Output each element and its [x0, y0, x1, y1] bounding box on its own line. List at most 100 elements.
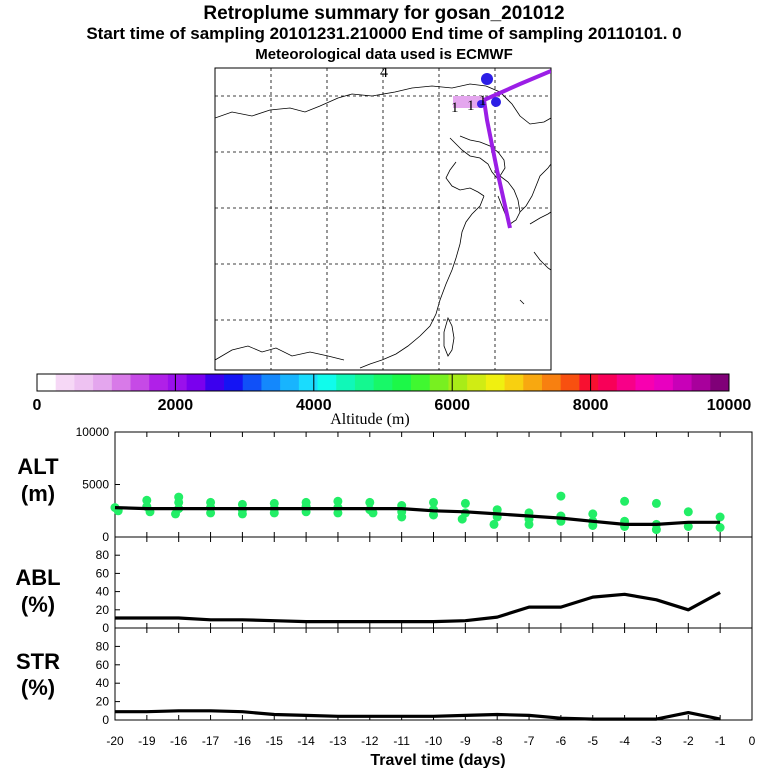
panel-abl: 0 20 40 60 80 ABL(%): [15, 536, 753, 635]
panel-frame: [114, 536, 753, 629]
scatter-point: [489, 519, 499, 529]
colorbar-swatch: [504, 374, 524, 391]
met-data-line: Meteorological data used is ECMWF: [255, 46, 513, 63]
scatter-point: [142, 495, 152, 505]
x-tick-label: -2: [683, 734, 694, 748]
y-tick-label: 80: [96, 639, 110, 653]
plume-cluster-pink: [453, 96, 483, 108]
x-tick-label: -4: [619, 734, 630, 748]
x-tick-label: -20: [106, 734, 124, 748]
scatter-point: [492, 505, 502, 515]
colorbar-swatch: [485, 374, 505, 391]
scatter-point: [237, 509, 247, 519]
plume-cluster-blue-3: [477, 100, 485, 108]
y-tick-label: 0: [102, 713, 109, 727]
x-tick-label: -8: [492, 734, 503, 748]
plume-track-branch: [483, 69, 551, 102]
series-line-alt: [114, 506, 721, 526]
series-line-abl: [115, 591, 721, 624]
scatter-point: [171, 509, 180, 519]
colorbar-swatch: [616, 374, 636, 391]
x-tick-label: -5: [587, 734, 598, 748]
y-tick-label: 20: [96, 695, 110, 709]
y-tick-label: 0: [102, 530, 109, 544]
y-tick-label: 5000: [82, 478, 109, 492]
colorbar-swatches: [37, 374, 730, 391]
plume-track-main: [482, 99, 512, 229]
map-panel: 4 1 1 1: [214, 67, 552, 371]
colorbar-swatch: [205, 374, 225, 391]
time-series-panels: 0500010000ALT(m)020406080ABL(%)020406080…: [15, 425, 755, 748]
x-tick-label: 0: [749, 734, 756, 748]
scatter-point: [237, 499, 247, 509]
sampling-time-line: Start time of sampling 20101231.210000 E…: [86, 24, 682, 43]
x-tick-label: -11: [393, 734, 410, 748]
colorbar-swatch: [579, 374, 599, 391]
colorbar-swatch: [354, 374, 375, 391]
scatter-point: [683, 507, 693, 517]
colorbar-swatch: [598, 374, 618, 391]
colorbar-frame: [36, 373, 730, 392]
y-tick-label: 0: [102, 621, 109, 635]
colorbar-swatch: [691, 374, 711, 391]
colorbar-tick-label: 4000: [296, 397, 332, 414]
scatter-point: [457, 514, 467, 524]
y-tick-label: 40: [96, 676, 110, 690]
colorbar-swatch: [149, 374, 169, 391]
series-line-str: [115, 709, 721, 721]
colorbar-swatch: [635, 374, 655, 391]
scatter-point: [206, 508, 216, 518]
colorbar-swatch: [392, 374, 412, 391]
x-tick-label: -16: [170, 734, 188, 748]
colorbar-swatch: [672, 374, 692, 391]
map-label-1b: 1: [467, 98, 475, 114]
page-title: Retroplume summary for gosan_201012: [203, 3, 565, 24]
panel-ylabel: (m): [21, 481, 55, 506]
map-label-1c: 1: [479, 93, 487, 109]
scatter-point: [460, 498, 470, 508]
panel-ylabel: ALT: [17, 454, 59, 479]
scatter-point: [715, 523, 725, 532]
scatter-point: [524, 519, 534, 529]
y-tick-label: 60: [96, 658, 110, 672]
panel-alt: 0 5000 10000 ALT(m): [17, 425, 753, 544]
x-tick-label: -10: [425, 734, 443, 748]
colorbar-swatch: [111, 374, 131, 391]
y-tick-label: 10000: [76, 425, 110, 439]
scatter-point: [429, 510, 438, 520]
colorbar-swatch: [336, 374, 356, 391]
colorbar-swatch: [467, 374, 487, 391]
colorbar-tick-label: 0: [33, 397, 42, 414]
colorbar-swatch: [280, 374, 300, 391]
scatter-point: [683, 522, 693, 531]
colorbar-swatch: [224, 374, 244, 391]
scatter-point: [365, 497, 375, 507]
colorbar-tick-label: 6000: [434, 397, 470, 414]
scatter-point: [620, 496, 630, 506]
x-tick-label: -3: [651, 734, 662, 748]
colorbar-swatch: [448, 374, 468, 391]
x-tick-label: -7: [524, 734, 535, 748]
panel-ylabel: (%): [21, 675, 55, 700]
colorbar-label: Altitude (m): [330, 411, 410, 428]
x-tick-label: -17: [202, 734, 220, 748]
plume-cluster-blue-2: [491, 97, 501, 107]
colorbar-swatch: [654, 374, 674, 391]
colorbar: 0 2000 4000 6000 8000 10000 Altitude (m): [33, 373, 751, 428]
scatter-point: [269, 508, 279, 518]
scatter-point: [651, 498, 661, 508]
colorbar-swatch: [429, 374, 449, 391]
y-tick-label: 60: [96, 566, 110, 580]
panel-str: 0 20 40 60 80 STR(%): [16, 627, 753, 727]
colorbar-swatch: [541, 374, 562, 391]
x-tick-label: -19: [138, 734, 156, 748]
colorbar-swatch: [55, 374, 75, 391]
x-tick-labels: -20 -19 -16 -17 -16 -15 -14 -13 -12 -11 -10 -9 -8 -7-…: [106, 734, 755, 748]
y-tick-label: 20: [96, 603, 110, 617]
scatter-point: [301, 497, 311, 507]
scatter-point: [368, 508, 378, 518]
plume-cluster-blue-1: [481, 73, 493, 85]
colorbar-swatch: [186, 374, 206, 391]
map-grid: [215, 68, 551, 370]
x-tick-label: -15: [266, 734, 284, 748]
